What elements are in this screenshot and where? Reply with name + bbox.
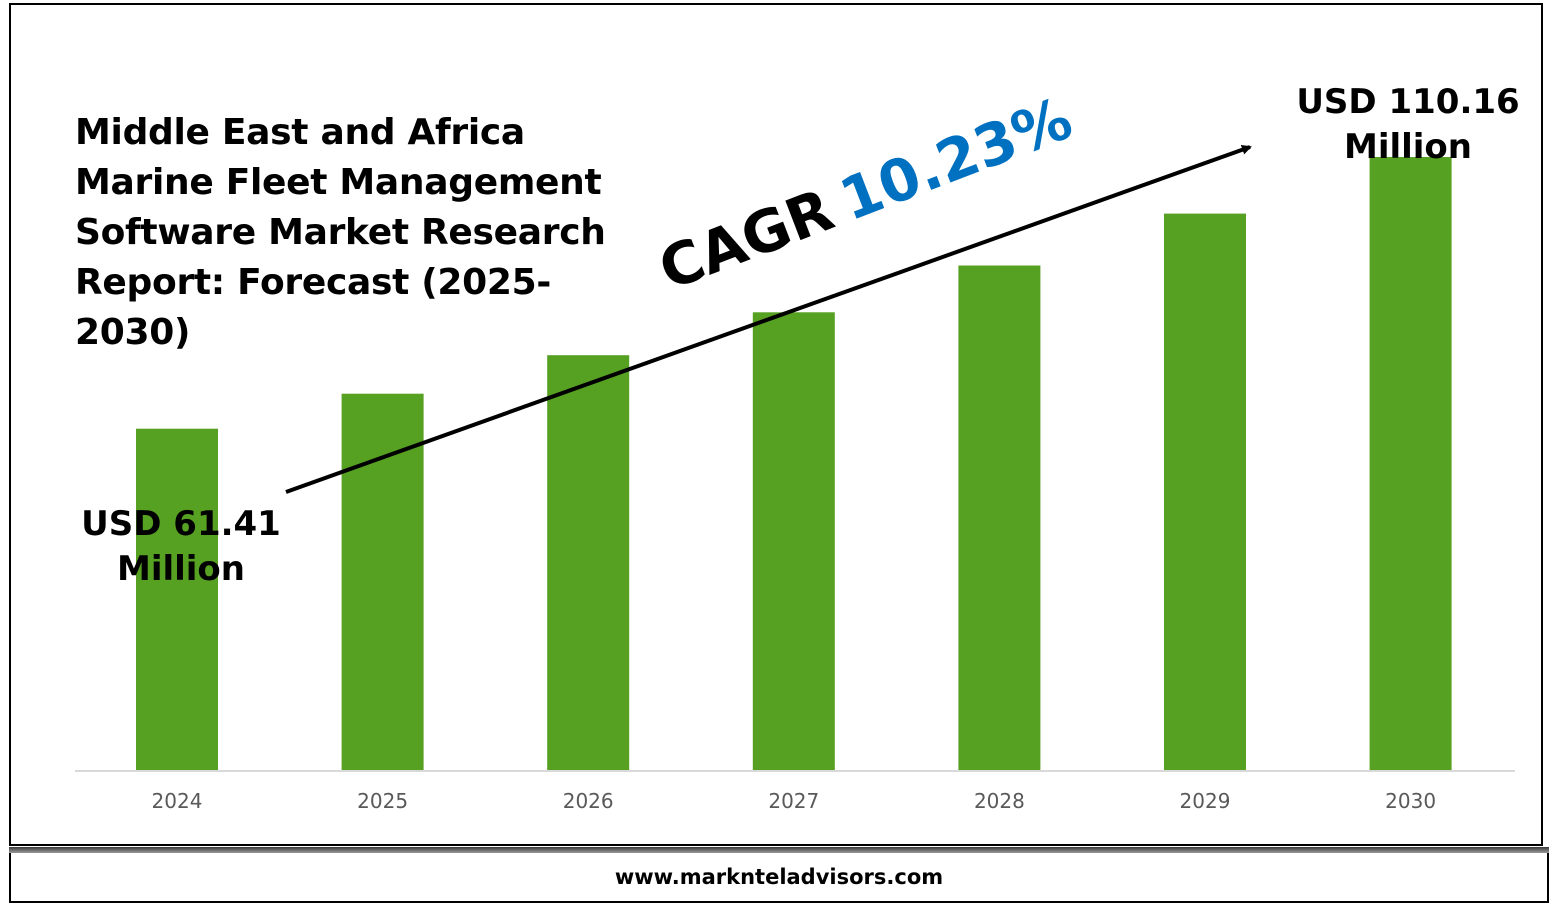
x-tick-2028: 2028 — [974, 789, 1025, 813]
x-tick-2029: 2029 — [1180, 789, 1231, 813]
end-value-line2: Million — [1343, 127, 1472, 167]
start-value-label: USD 61.41 Million — [70, 502, 292, 592]
bar-2024 — [136, 428, 218, 771]
x-tick-2027: 2027 — [768, 789, 819, 813]
bars-group — [136, 157, 1452, 772]
website-link[interactable]: www.marknteladvisors.com — [614, 865, 944, 889]
bar-2026 — [547, 355, 630, 771]
x-tick-2025: 2025 — [357, 789, 408, 813]
chart-title: Middle East and Africa Marine Fleet Mana… — [75, 112, 606, 353]
bar-2028 — [958, 265, 1041, 771]
x-tick-labels: 2024 2025 2026 2027 2028 2029 2030 — [152, 789, 1437, 813]
start-value-line1: USD 61.41 — [81, 504, 281, 544]
end-value-line1: USD 110.16 — [1296, 82, 1520, 122]
cagr-arrow — [285, 144, 1252, 494]
footer-divider — [9, 847, 1549, 853]
x-tick-2030: 2030 — [1385, 789, 1436, 813]
x-tick-2026: 2026 — [563, 789, 614, 813]
bar-2030 — [1369, 157, 1452, 771]
start-value-line2: Million — [116, 549, 245, 589]
bar-2029 — [1164, 213, 1246, 772]
bar-2027 — [752, 312, 835, 771]
end-value-label: USD 110.16 Million — [1290, 80, 1526, 170]
footer: www.marknteladvisors.com — [9, 853, 1549, 903]
x-tick-2024: 2024 — [152, 789, 203, 813]
bar-2025 — [341, 393, 424, 771]
